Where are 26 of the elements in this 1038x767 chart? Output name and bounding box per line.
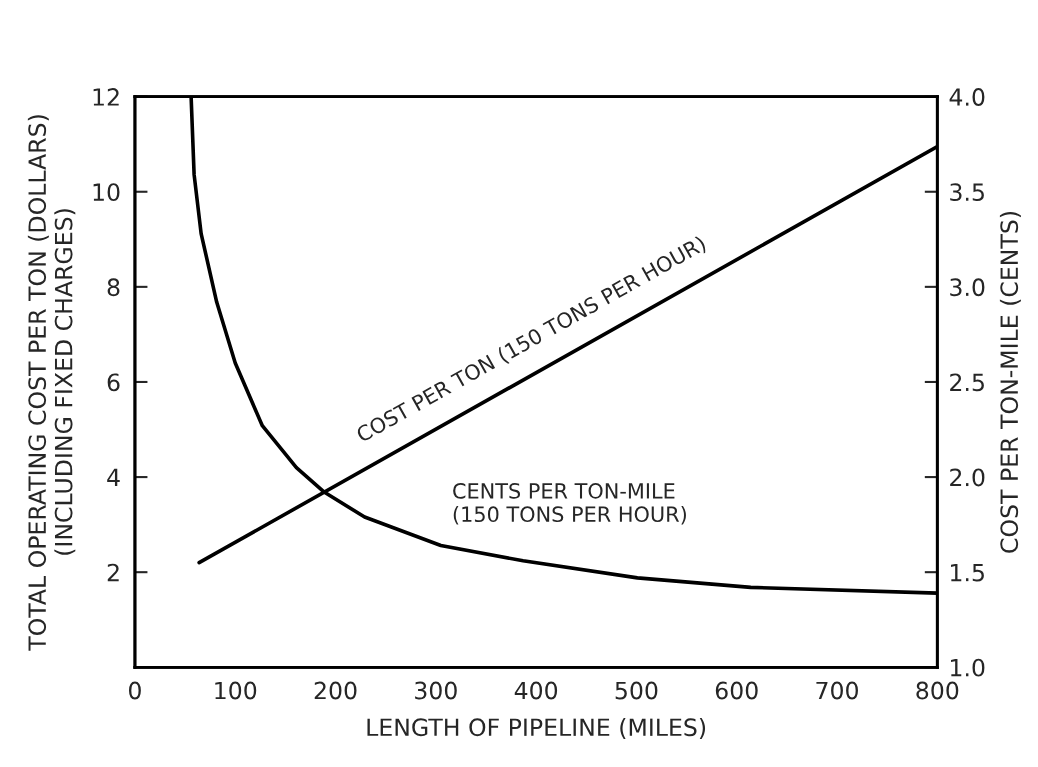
series-label: CENTS PER TON-MILE (150 TONS PER HOUR)	[453, 482, 686, 525]
x-tick-label: 800	[916, 681, 959, 700]
y-tick-label: 4	[107, 468, 120, 487]
x-tick-label: 600	[715, 681, 758, 700]
y2-tick-label: 2.5	[950, 373, 984, 392]
x-axis-title: LENGTH OF PIPELINE (MILES)	[367, 717, 706, 739]
x-tick-label: 200	[314, 681, 357, 700]
y-tick-label: 6	[107, 373, 120, 392]
y2-tick-label: 3.5	[950, 183, 984, 202]
x-tick-label: 100	[215, 681, 257, 700]
y-tick-label: 12	[93, 88, 119, 106]
y2-axis-title: COST PER TON-MILE (CENTS)	[999, 211, 1021, 553]
y2-tick-label: 1.5	[951, 563, 984, 582]
x-tick-label: 500	[615, 681, 658, 700]
x-tick-label: 0	[128, 681, 141, 700]
y-axis-title: TOTAL OPERATING COST PER TON (DOLLARS) (INCLUDING FIXED CHARGES)	[27, 115, 76, 651]
y-tick-label: 10	[93, 183, 120, 202]
y2-tick-label: 4.0	[949, 88, 985, 106]
x-tick-label: 300	[415, 681, 457, 700]
x-tick-label: 400	[514, 681, 558, 700]
y-tick-label: 2	[107, 563, 119, 582]
y-tick-label: 8	[107, 278, 120, 297]
y2-tick-label: 3.0	[950, 278, 985, 297]
y2-tick-label: 2.0	[950, 468, 985, 487]
y2-tick-label: 1.0	[951, 658, 985, 677]
x-tick-label: 700	[816, 681, 858, 700]
